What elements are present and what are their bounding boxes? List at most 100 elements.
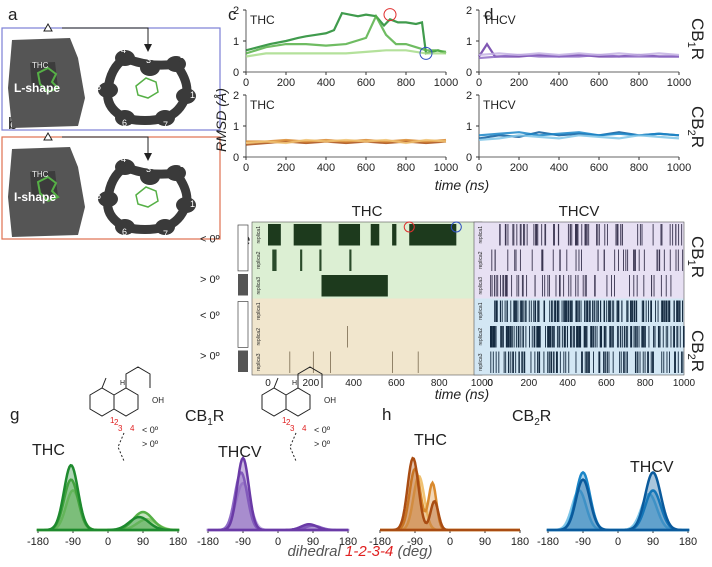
state-bar bbox=[573, 326, 575, 348]
state-bar bbox=[563, 326, 565, 348]
state-bar bbox=[665, 326, 667, 348]
replica-label: replica3 bbox=[478, 277, 484, 295]
state-bar bbox=[584, 275, 586, 297]
state-bar bbox=[582, 275, 584, 297]
state-bar bbox=[504, 275, 506, 297]
state-bar bbox=[677, 300, 679, 322]
series-line bbox=[245, 49, 446, 58]
state-bar bbox=[621, 300, 623, 322]
x-tick-label: 1000 bbox=[667, 77, 691, 89]
state-bar bbox=[564, 300, 566, 322]
state-bar bbox=[583, 326, 585, 348]
replica-label: replica3 bbox=[478, 353, 484, 371]
state-bar bbox=[674, 351, 676, 373]
dihedral-index: 1 bbox=[282, 416, 287, 425]
y-tick-label: 0 bbox=[466, 67, 472, 79]
heatmap-title: THC bbox=[352, 203, 383, 220]
state-bar bbox=[548, 326, 550, 348]
state-bar bbox=[530, 300, 532, 322]
state-bar bbox=[587, 300, 589, 322]
x-tick-label: 1000 bbox=[471, 378, 494, 389]
state-bar bbox=[617, 224, 619, 246]
state-bar bbox=[643, 249, 645, 271]
x-tick-label: -180 bbox=[27, 536, 49, 548]
state-bar bbox=[611, 275, 612, 297]
state-bar bbox=[534, 275, 536, 297]
replica-label: replica1 bbox=[478, 302, 484, 320]
replica-label: replica3 bbox=[256, 277, 262, 295]
state-swatch-gt0 bbox=[238, 274, 248, 296]
state-bar bbox=[505, 351, 507, 373]
chart-c-cb2-thc bbox=[243, 94, 447, 160]
state-bar bbox=[557, 300, 559, 322]
state-bar bbox=[642, 326, 644, 348]
x-tick-label: 90 bbox=[479, 536, 491, 548]
x-tick-label: 180 bbox=[169, 536, 187, 548]
state-bar bbox=[584, 224, 586, 246]
state-bar bbox=[519, 224, 521, 246]
state-bar bbox=[627, 249, 629, 271]
panel-letter-c: c bbox=[228, 5, 237, 24]
state-bar bbox=[616, 224, 618, 246]
state-bar bbox=[648, 326, 650, 348]
state-bar bbox=[531, 249, 533, 271]
state-bar bbox=[643, 300, 645, 322]
state-bar bbox=[604, 326, 606, 348]
state-bar bbox=[515, 326, 517, 348]
state-bar bbox=[606, 275, 608, 297]
state-bar bbox=[490, 326, 492, 348]
state-bar bbox=[619, 351, 621, 373]
state-bar bbox=[548, 351, 550, 373]
x-tick-label: -90 bbox=[407, 536, 423, 548]
helix-label: 2 bbox=[180, 50, 185, 60]
plot-title: THC bbox=[250, 13, 275, 27]
molecule-label: OH bbox=[324, 396, 336, 405]
state-bar bbox=[553, 224, 554, 246]
state-bar bbox=[576, 326, 578, 348]
helix-label: 3 bbox=[146, 164, 151, 174]
ligand-shape-label: L-shape bbox=[14, 81, 60, 95]
state-bar bbox=[533, 326, 535, 348]
state-bar bbox=[654, 326, 656, 348]
replica-label: replica2 bbox=[256, 251, 262, 269]
state-bar bbox=[612, 326, 614, 348]
replica-label: replica1 bbox=[256, 302, 262, 320]
state-bar bbox=[556, 300, 558, 322]
receptor-label-cb2-f: CB2R bbox=[685, 330, 707, 372]
state-bar bbox=[609, 326, 611, 348]
state-bar bbox=[570, 275, 572, 297]
state-bar bbox=[675, 224, 677, 246]
y-tick-label: 0 bbox=[466, 152, 472, 164]
state-bar bbox=[559, 249, 561, 271]
x-tick-label: 1000 bbox=[667, 162, 691, 174]
state-bar bbox=[507, 249, 509, 271]
state-swatch-lt0 bbox=[237, 301, 249, 348]
y-tick-label: 2 bbox=[233, 5, 239, 17]
series-line bbox=[478, 52, 680, 57]
state-bar bbox=[614, 275, 615, 297]
triangle-icon bbox=[43, 131, 53, 141]
state-bar bbox=[660, 224, 662, 246]
state-bar bbox=[554, 300, 556, 322]
x-tick-label: -90 bbox=[65, 536, 81, 548]
state-bar bbox=[496, 300, 498, 322]
state-bar bbox=[545, 326, 546, 348]
state-bar bbox=[495, 326, 497, 348]
state-bar bbox=[541, 275, 543, 297]
state-bar bbox=[634, 351, 636, 373]
state-label-gt0: > 0º bbox=[200, 274, 220, 286]
series-line bbox=[245, 13, 447, 55]
state-bar bbox=[635, 300, 637, 322]
state-bar bbox=[641, 224, 643, 246]
state-bar bbox=[577, 275, 579, 297]
state-bar bbox=[603, 249, 605, 271]
state-bar bbox=[533, 224, 535, 246]
chart-h-cb2-thc bbox=[379, 456, 521, 533]
state-bar bbox=[542, 249, 544, 271]
state-bar bbox=[547, 275, 549, 297]
state-bar bbox=[631, 326, 633, 348]
state-bar bbox=[665, 275, 667, 297]
state-bar bbox=[594, 275, 596, 297]
x-tick-label: 200 bbox=[277, 162, 295, 174]
